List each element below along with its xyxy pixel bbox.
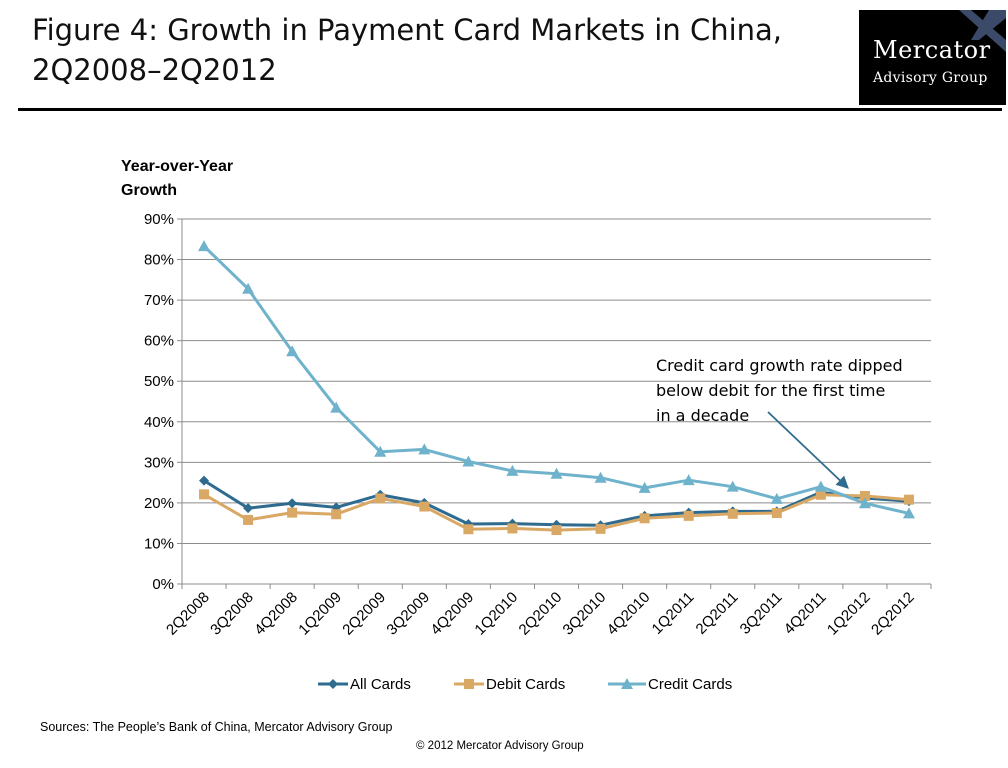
data-point-debit-cards <box>639 513 650 524</box>
data-point-credit-cards <box>550 467 563 479</box>
company-logo: Mercator Advisory Group <box>859 10 1006 105</box>
logo-name: Mercator <box>873 36 991 64</box>
annotation-arrow <box>767 411 849 489</box>
legend-item-all-cards: All Cards <box>318 674 411 694</box>
y-tick-label: 20% <box>144 495 174 512</box>
x-tick-label: 1Q2011 <box>649 589 698 638</box>
data-point-credit-cards <box>418 443 431 455</box>
data-point-credit-cards <box>770 492 783 504</box>
annotation-line2: below debit for the first time <box>656 381 886 400</box>
x-tick-label: 4Q2008 <box>251 589 301 639</box>
data-point-credit-cards <box>330 401 343 413</box>
logo-x-mark-icon <box>959 10 1006 52</box>
data-point-all-cards <box>243 503 254 514</box>
x-tick-label: 3Q2010 <box>560 589 610 639</box>
y-tick-label: 50% <box>144 373 174 390</box>
legend-label-credit-cards: Credit Cards <box>648 675 733 693</box>
x-tick-label: 3Q2009 <box>383 589 433 639</box>
y-tick-label: 70% <box>144 292 174 309</box>
x-tick-label: 1Q2012 <box>824 589 874 639</box>
legend-label-all-cards: All Cards <box>350 675 411 693</box>
x-tick-label: 3Q2011 <box>737 589 786 638</box>
data-point-debit-cards <box>463 524 474 535</box>
data-point-debit-cards <box>287 507 298 518</box>
logo-subtitle: Advisory Group <box>873 70 988 86</box>
data-point-credit-cards <box>638 481 651 493</box>
data-point-debit-cards <box>375 493 386 504</box>
data-point-debit-cards <box>507 523 518 534</box>
chart-annotation: Credit card growth rate dipped below deb… <box>656 353 936 428</box>
legend-swatch-credit-cards <box>608 678 646 689</box>
x-tick-label: 4Q2010 <box>604 589 654 639</box>
x-tick-label: 3Q2008 <box>207 589 257 639</box>
data-point-credit-cards <box>726 480 739 492</box>
data-point-debit-cards <box>595 523 606 534</box>
slide-title-line2: 2Q2008–2Q2012 <box>32 53 277 87</box>
y-tick-label: 80% <box>144 252 174 269</box>
y-tick-label: 40% <box>144 414 174 431</box>
data-point-debit-cards <box>419 501 430 512</box>
data-point-credit-cards <box>858 497 871 509</box>
data-point-debit-cards <box>199 489 210 500</box>
chart-legend: All Cards Debit Cards Credit Cards <box>318 674 778 694</box>
data-point-all-cards <box>199 475 210 486</box>
data-point-credit-cards <box>506 464 519 476</box>
data-point-credit-cards <box>286 345 299 357</box>
x-tick-label: 4Q2009 <box>427 589 477 639</box>
annotation-line1: Credit card growth rate dipped <box>656 356 903 375</box>
slide-title-line1: Figure 4: Growth in Payment Card Markets… <box>32 13 783 47</box>
legend-item-debit-cards: Debit Cards <box>454 674 565 694</box>
legend-swatch-all-cards <box>318 679 348 689</box>
y-axis-title-line1: Year-over-Year <box>121 158 234 175</box>
data-point-credit-cards <box>594 471 607 483</box>
y-tick-label: 30% <box>144 454 174 471</box>
x-tick-label: 4Q2011 <box>781 589 830 638</box>
source-note: Sources: The People’s Bank of China, Mer… <box>40 720 393 734</box>
x-tick-label: 2Q2012 <box>868 589 918 639</box>
legend-swatch-debit-cards <box>454 679 484 689</box>
title-divider <box>18 108 1002 111</box>
data-point-debit-cards <box>551 525 562 536</box>
x-tick-label: 1Q2010 <box>471 589 521 639</box>
y-tick-label: 90% <box>144 211 174 228</box>
data-point-credit-cards <box>814 480 827 492</box>
legend-label-debit-cards: Debit Cards <box>486 675 566 693</box>
data-point-debit-cards <box>859 490 870 501</box>
y-tick-label: 60% <box>144 333 174 350</box>
y-axis-title-line2: Growth <box>121 182 177 199</box>
data-point-debit-cards <box>903 494 914 505</box>
y-tick-label: 0% <box>152 576 174 593</box>
x-tick-label: 1Q2009 <box>295 589 345 639</box>
data-point-debit-cards <box>243 514 254 525</box>
copyright-note: © 2012 Mercator Advisory Group <box>416 740 584 752</box>
data-point-credit-cards <box>374 445 387 457</box>
data-point-credit-cards <box>198 240 211 252</box>
slide-title: Figure 4: Growth in Payment Card Markets… <box>32 10 832 90</box>
data-point-debit-cards <box>683 510 694 521</box>
y-tick-label: 10% <box>144 535 174 552</box>
y-axis-title: Year-over-Year Growth <box>121 155 281 203</box>
data-point-credit-cards <box>462 455 475 467</box>
x-tick-label: 2Q2009 <box>339 589 389 639</box>
data-point-credit-cards <box>682 474 695 486</box>
x-tick-label: 2Q2008 <box>163 589 213 639</box>
data-point-all-cards <box>287 498 298 509</box>
data-point-debit-cards <box>331 509 342 520</box>
x-tick-label: 2Q2010 <box>516 589 566 639</box>
data-point-credit-cards <box>242 282 255 294</box>
x-tick-label: 2Q2011 <box>693 589 742 638</box>
data-point-debit-cards <box>815 489 826 500</box>
data-point-debit-cards <box>727 508 738 519</box>
data-point-debit-cards <box>771 508 782 519</box>
annotation-line3: in a decade <box>656 406 750 425</box>
data-point-credit-cards <box>902 507 915 519</box>
legend-item-credit-cards: Credit Cards <box>608 674 732 694</box>
